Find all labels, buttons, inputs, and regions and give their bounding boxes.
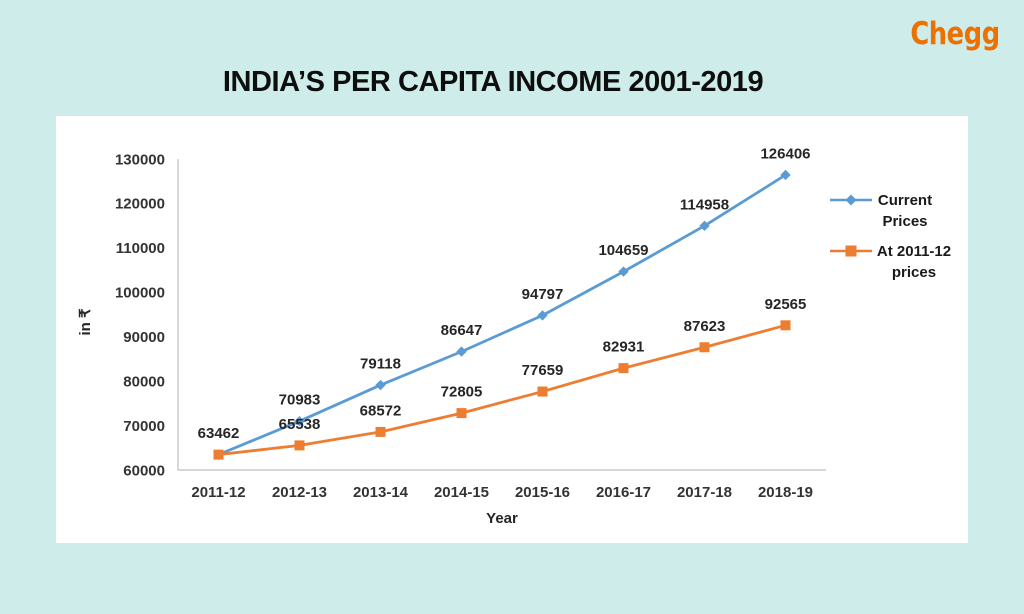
series-0-marker [537, 310, 548, 321]
legend-item-at-2011-12-prices: At 2011-12 prices [830, 241, 968, 283]
y-tick-label: 100000 [115, 285, 165, 302]
series-1-marker [537, 386, 548, 397]
data-label: 92565 [765, 296, 807, 313]
x-tick-label: 2011-12 [191, 484, 245, 501]
x-tick-label: 2014-15 [434, 484, 489, 501]
chart-svg: 60000 70000 80000 90000 100000 110000 120000 13… [77, 145, 826, 527]
legend-label-current-prices: Current Prices [877, 192, 933, 230]
legend-label-at-2011-12-prices: At 2011-12 prices [876, 243, 952, 281]
x-tick-label: 2012-13 [272, 484, 327, 501]
series-1-marker [618, 363, 629, 374]
data-label: 94797 [522, 286, 564, 303]
y-tick-label: 70000 [123, 418, 165, 435]
x-tick-label: 2013-14 [353, 484, 409, 501]
series-0-marker [699, 220, 710, 232]
legend-marker-current-prices-icon [830, 194, 872, 206]
x-tick-label: 2018-19 [758, 484, 813, 501]
data-label: 87623 [684, 318, 726, 335]
series-line-1 [218, 323, 786, 457]
chegg-logo: Chegg [910, 16, 1001, 52]
y-tick-label: 120000 [115, 196, 165, 213]
series-1-marker [456, 408, 467, 419]
data-label: 82931 [603, 339, 645, 356]
series-line-0 [217, 173, 787, 456]
x-tick-label: 2015-16 [515, 484, 570, 501]
page-title: INDIA’S PER CAPITA INCOME 2001-2019 [222, 66, 764, 98]
x-axis-title: Year [486, 510, 518, 527]
data-label: 63462 [198, 425, 240, 442]
y-tick-label: 60000 [123, 462, 165, 479]
data-label: 86647 [441, 322, 483, 339]
chart-legend: Current Prices At 2011-12 prices [830, 190, 968, 292]
chart-axes [177, 159, 826, 471]
y-axis-title: in ₹ [77, 308, 94, 335]
series-1-marker [699, 342, 710, 353]
x-tick-label: 2016-17 [596, 484, 651, 501]
y-tick-label: 80000 [123, 373, 165, 390]
series-1-marker [375, 426, 386, 437]
legend-item-current-prices: Current Prices [830, 190, 968, 232]
series-1-marker [780, 320, 791, 331]
series-0-marker [618, 266, 629, 277]
data-label: 70983 [279, 392, 321, 409]
data-label: 114958 [680, 196, 729, 213]
data-label: 72805 [441, 384, 483, 401]
y-tick-label: 110000 [116, 240, 165, 257]
series-0-marker [780, 169, 791, 181]
chart-panel: 60000 70000 80000 90000 100000 110000 120000 13… [56, 116, 968, 543]
data-label: 65538 [279, 416, 321, 433]
y-tick-label: 130000 [115, 151, 165, 168]
series-0-marker [456, 346, 467, 357]
legend-marker-at-2011-12-prices-icon [830, 245, 872, 257]
series-0-marker [294, 416, 305, 427]
data-label: 104659 [598, 242, 648, 259]
data-label: 79118 [360, 356, 401, 373]
data-label: 126406 [760, 145, 810, 162]
data-label: 68572 [360, 402, 402, 419]
series-1-marker [294, 440, 305, 451]
x-tick-label: 2017-18 [677, 484, 732, 501]
series-0-marker [375, 379, 386, 391]
data-label: 77659 [522, 362, 564, 379]
series-1-marker [213, 449, 224, 460]
y-tick-label: 90000 [123, 329, 165, 346]
